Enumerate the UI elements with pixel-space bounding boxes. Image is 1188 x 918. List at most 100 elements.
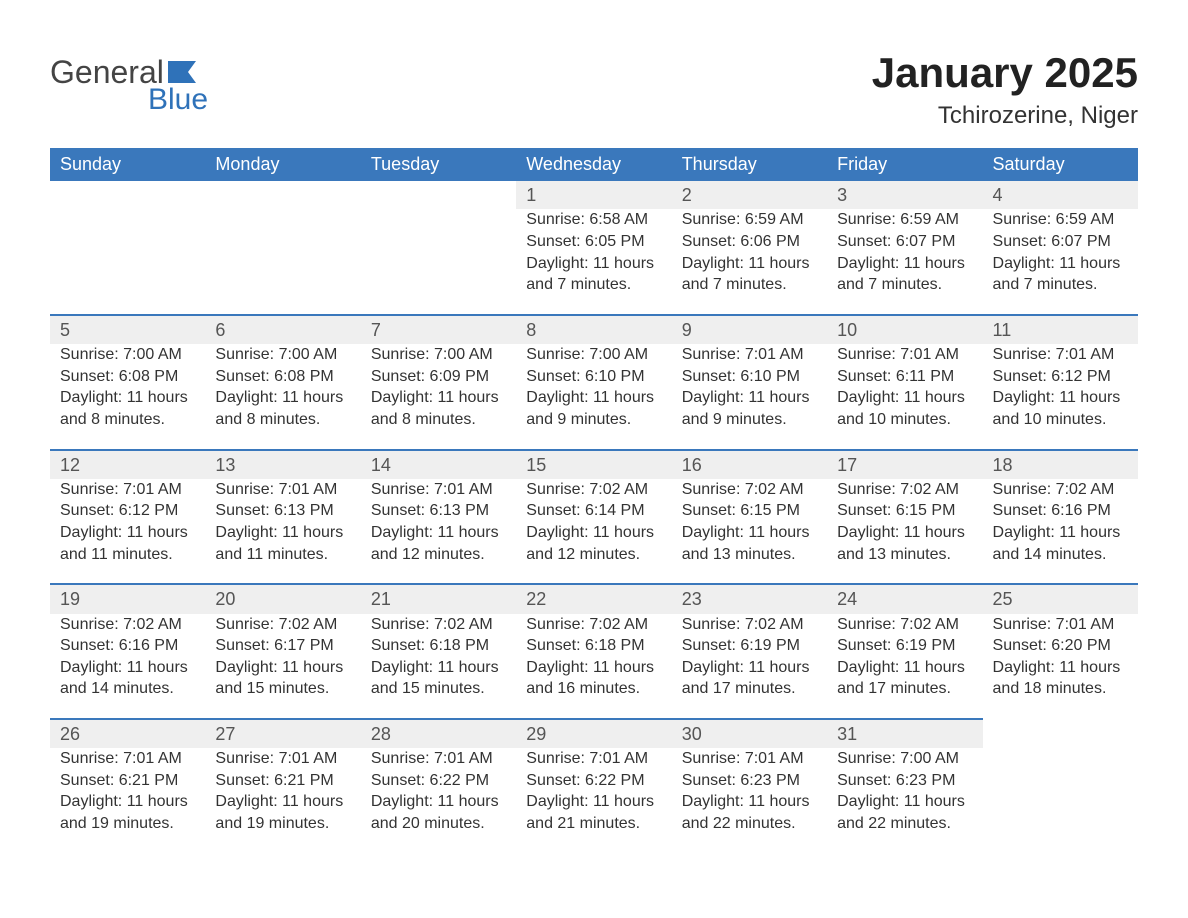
sunset-line: Sunset: 6:21 PM — [60, 770, 195, 792]
day-number: 10 — [827, 315, 982, 344]
sunset-line: Sunset: 6:20 PM — [993, 635, 1128, 657]
sunrise-line: Sunrise: 7:00 AM — [215, 344, 350, 366]
sunrise-line: Sunrise: 7:02 AM — [682, 479, 817, 501]
sunset-line: Sunset: 6:18 PM — [526, 635, 661, 657]
weekday-header: Friday — [827, 148, 982, 181]
empty-cell — [983, 748, 1138, 852]
location-label: Tchirozerine, Niger — [872, 102, 1138, 130]
daylight-line: and 11 minutes. — [215, 544, 350, 566]
sunrise-line: Sunrise: 7:02 AM — [993, 479, 1128, 501]
day-number: 3 — [827, 181, 982, 209]
day-number: 30 — [672, 719, 827, 748]
sunrise-line: Sunrise: 7:02 AM — [526, 614, 661, 636]
day-number: 25 — [983, 584, 1138, 613]
day-cell: Sunrise: 7:01 AMSunset: 6:20 PMDaylight:… — [983, 614, 1138, 719]
daylight-line: and 13 minutes. — [682, 544, 817, 566]
day-number: 8 — [516, 315, 671, 344]
daylight-line: and 10 minutes. — [837, 409, 972, 431]
daylight-line: and 19 minutes. — [215, 813, 350, 835]
sunset-line: Sunset: 6:05 PM — [526, 231, 661, 253]
day-number: 31 — [827, 719, 982, 748]
daylight-line: Daylight: 11 hours — [371, 387, 506, 409]
weekday-header: Thursday — [672, 148, 827, 181]
sunrise-line: Sunrise: 7:01 AM — [837, 344, 972, 366]
daylight-line: and 11 minutes. — [60, 544, 195, 566]
day-number-row: 19202122232425 — [50, 584, 1138, 613]
sunrise-line: Sunrise: 7:02 AM — [60, 614, 195, 636]
title-block: January 2025 Tchirozerine, Niger — [872, 50, 1138, 130]
sunset-line: Sunset: 6:19 PM — [682, 635, 817, 657]
daylight-line: and 14 minutes. — [993, 544, 1128, 566]
day-number: 29 — [516, 719, 671, 748]
sunrise-line: Sunrise: 7:01 AM — [371, 479, 506, 501]
day-cell: Sunrise: 7:02 AMSunset: 6:19 PMDaylight:… — [672, 614, 827, 719]
sunset-line: Sunset: 6:22 PM — [371, 770, 506, 792]
day-cell: Sunrise: 7:01 AMSunset: 6:22 PMDaylight:… — [516, 748, 671, 852]
empty-cell — [361, 181, 516, 209]
daylight-line: Daylight: 11 hours — [526, 253, 661, 275]
sunrise-line: Sunrise: 6:59 AM — [837, 209, 972, 231]
day-cell: Sunrise: 7:02 AMSunset: 6:15 PMDaylight:… — [827, 479, 982, 584]
day-number: 18 — [983, 450, 1138, 479]
daylight-line: and 7 minutes. — [526, 274, 661, 296]
sunrise-line: Sunrise: 7:01 AM — [993, 614, 1128, 636]
day-number: 17 — [827, 450, 982, 479]
calendar-page: General Blue January 2025 Tchirozerine, … — [0, 0, 1188, 893]
daylight-line: and 9 minutes. — [682, 409, 817, 431]
day-cell: Sunrise: 7:01 AMSunset: 6:12 PMDaylight:… — [50, 479, 205, 584]
day-cell: Sunrise: 7:00 AMSunset: 6:09 PMDaylight:… — [361, 344, 516, 449]
sunrise-line: Sunrise: 7:00 AM — [371, 344, 506, 366]
daylight-line: Daylight: 11 hours — [60, 791, 195, 813]
day-cell: Sunrise: 7:01 AMSunset: 6:11 PMDaylight:… — [827, 344, 982, 449]
daylight-line: Daylight: 11 hours — [993, 387, 1128, 409]
day-number: 12 — [50, 450, 205, 479]
daylight-line: Daylight: 11 hours — [837, 253, 972, 275]
sunset-line: Sunset: 6:07 PM — [837, 231, 972, 253]
daylight-line: Daylight: 11 hours — [837, 387, 972, 409]
daylight-line: and 17 minutes. — [837, 678, 972, 700]
daylight-line: and 22 minutes. — [682, 813, 817, 835]
daylight-line: and 13 minutes. — [837, 544, 972, 566]
daylight-line: and 7 minutes. — [993, 274, 1128, 296]
day-cell: Sunrise: 7:02 AMSunset: 6:18 PMDaylight:… — [516, 614, 671, 719]
sunrise-line: Sunrise: 7:01 AM — [60, 479, 195, 501]
day-cell: Sunrise: 7:01 AMSunset: 6:21 PMDaylight:… — [205, 748, 360, 852]
daylight-line: and 14 minutes. — [60, 678, 195, 700]
sunset-line: Sunset: 6:07 PM — [993, 231, 1128, 253]
daylight-line: and 12 minutes. — [526, 544, 661, 566]
day-cell: Sunrise: 7:00 AMSunset: 6:23 PMDaylight:… — [827, 748, 982, 852]
page-title: January 2025 — [872, 50, 1138, 96]
sunrise-line: Sunrise: 7:02 AM — [837, 479, 972, 501]
day-cell: Sunrise: 7:02 AMSunset: 6:16 PMDaylight:… — [50, 614, 205, 719]
day-info-row: Sunrise: 7:02 AMSunset: 6:16 PMDaylight:… — [50, 614, 1138, 719]
daylight-line: Daylight: 11 hours — [682, 387, 817, 409]
day-cell: Sunrise: 7:02 AMSunset: 6:16 PMDaylight:… — [983, 479, 1138, 584]
day-number-row: 1234 — [50, 181, 1138, 209]
sunrise-line: Sunrise: 7:02 AM — [837, 614, 972, 636]
day-number: 15 — [516, 450, 671, 479]
daylight-line: Daylight: 11 hours — [60, 657, 195, 679]
sunrise-line: Sunrise: 7:01 AM — [371, 748, 506, 770]
sunset-line: Sunset: 6:12 PM — [60, 500, 195, 522]
sunset-line: Sunset: 6:12 PM — [993, 366, 1128, 388]
day-cell: Sunrise: 7:01 AMSunset: 6:23 PMDaylight:… — [672, 748, 827, 852]
day-number: 28 — [361, 719, 516, 748]
weekday-header: Sunday — [50, 148, 205, 181]
sunset-line: Sunset: 6:11 PM — [837, 366, 972, 388]
sunset-line: Sunset: 6:09 PM — [371, 366, 506, 388]
day-number-row: 262728293031 — [50, 719, 1138, 748]
daylight-line: Daylight: 11 hours — [837, 791, 972, 813]
sunrise-line: Sunrise: 7:01 AM — [60, 748, 195, 770]
daylight-line: Daylight: 11 hours — [993, 657, 1128, 679]
daylight-line: Daylight: 11 hours — [526, 791, 661, 813]
daylight-line: and 7 minutes. — [682, 274, 817, 296]
logo-word2: Blue — [148, 85, 208, 115]
day-cell: Sunrise: 7:00 AMSunset: 6:10 PMDaylight:… — [516, 344, 671, 449]
daylight-line: Daylight: 11 hours — [215, 791, 350, 813]
sunrise-line: Sunrise: 7:01 AM — [215, 479, 350, 501]
sunset-line: Sunset: 6:13 PM — [371, 500, 506, 522]
day-number: 2 — [672, 181, 827, 209]
sunset-line: Sunset: 6:08 PM — [215, 366, 350, 388]
sunrise-line: Sunrise: 7:02 AM — [215, 614, 350, 636]
day-number: 23 — [672, 584, 827, 613]
